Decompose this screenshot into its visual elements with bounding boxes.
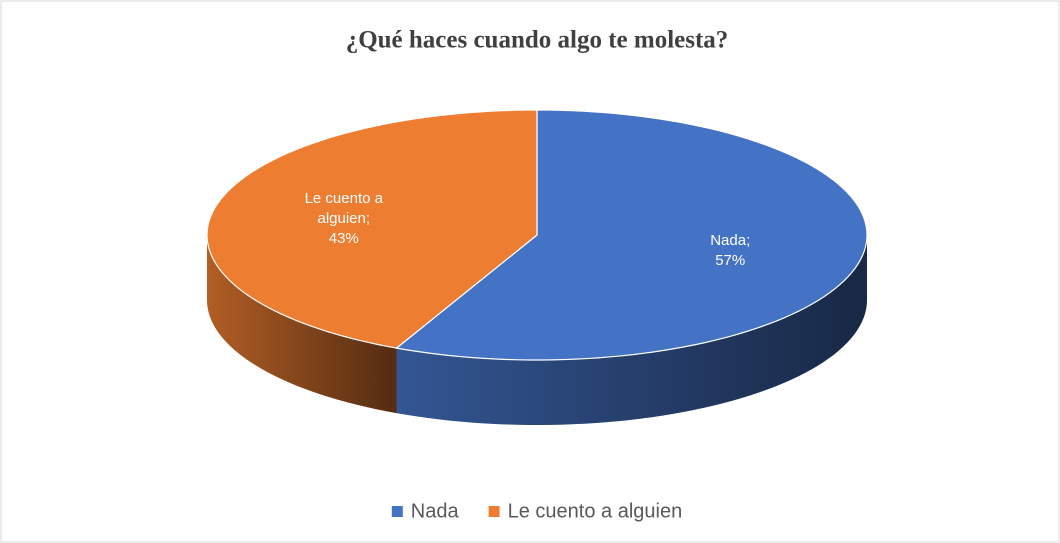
slice-side-shade [396,235,867,425]
legend-label: Le cuento a alguien [508,500,683,522]
slice [206,109,538,349]
legend-swatch [488,506,500,517]
data-label: Le cuento a alguien; 43% [304,189,383,247]
data-label: Nada; 57% [710,232,751,270]
slice-side-shade [207,235,397,414]
chart-title: ¿Qué haces cuando algo te molesta? [346,27,729,54]
legend-swatch [391,506,403,517]
legend: Nada Le cuento a alguien [391,500,683,522]
legend-label: Nada [411,500,460,522]
slice [395,109,868,361]
